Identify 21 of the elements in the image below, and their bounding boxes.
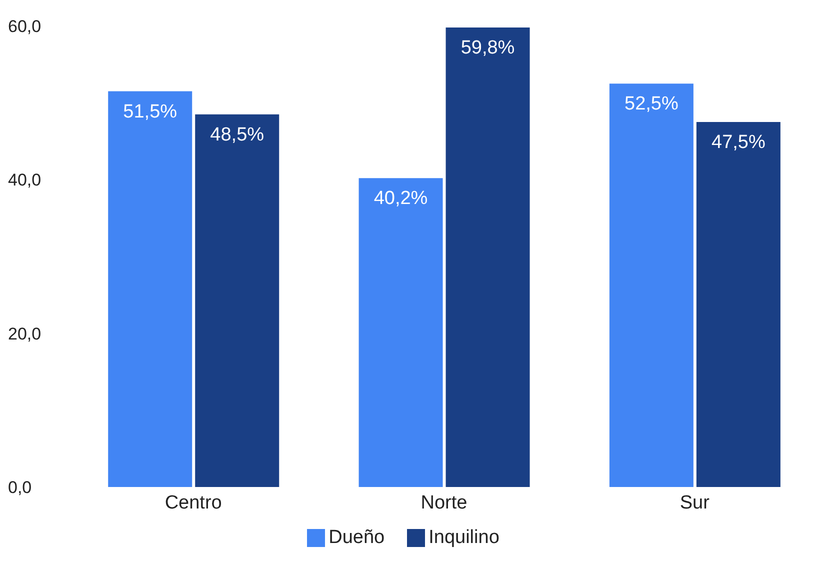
- y-tick-label: 20,0: [8, 324, 42, 344]
- data-label: 40,2%: [374, 188, 428, 210]
- data-label: 51,5%: [123, 101, 178, 122]
- data-label: 48,5%: [210, 124, 264, 146]
- y-tick-label: 40,0: [8, 170, 42, 190]
- bar: [696, 122, 780, 487]
- legend-label: Inquilino: [428, 527, 500, 548]
- bar: [108, 91, 192, 487]
- bar: [195, 114, 280, 487]
- x-tick-label: Sur: [680, 492, 710, 514]
- x-tick-label: Centro: [164, 492, 222, 514]
- bar: [358, 178, 443, 487]
- bar: [609, 84, 694, 487]
- data-label: 47,5%: [712, 132, 766, 154]
- y-tick-label: 60,0: [8, 17, 42, 36]
- data-label: 52,5%: [624, 94, 678, 115]
- legend-label: Dueño: [328, 527, 385, 548]
- bar: [446, 28, 530, 487]
- x-tick-label: Norte: [420, 492, 468, 514]
- y-tick-label: 0,0: [8, 478, 32, 498]
- data-label: 59,8%: [460, 38, 515, 59]
